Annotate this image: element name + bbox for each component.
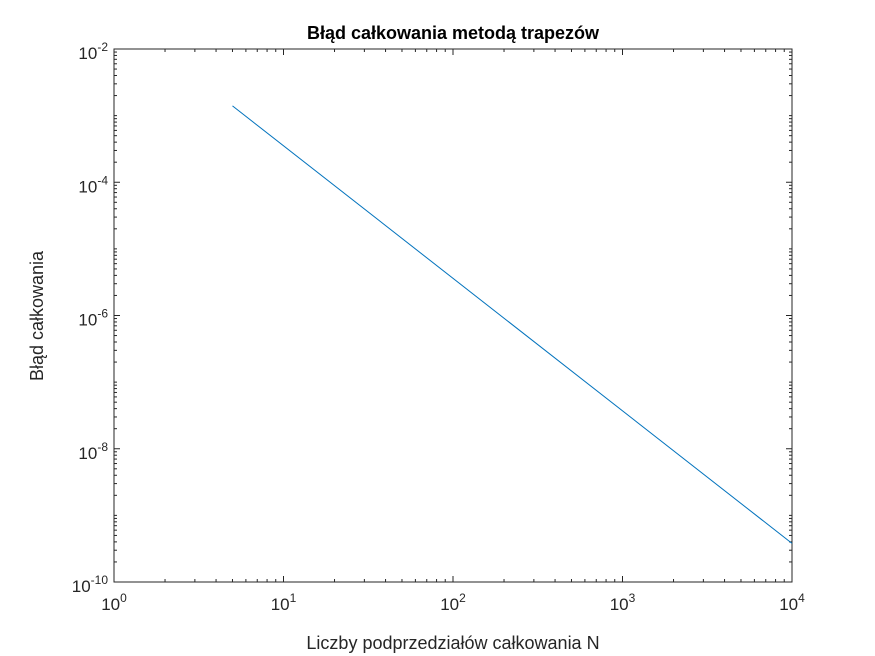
y-tick-base: 10: [78, 44, 97, 63]
x-tick-exponent: 2: [459, 591, 466, 605]
major-ticks: [113, 48, 793, 583]
y-axis-label: Błąd całkowania: [27, 250, 47, 381]
series-line: [232, 105, 793, 544]
series-layer: [232, 105, 793, 544]
plot-area: [114, 49, 792, 582]
x-tick-exponent: 4: [798, 591, 805, 605]
x-axis-label: Liczby podprzedziałów całkowania N: [306, 633, 599, 653]
y-tick-exponent: -6: [97, 307, 108, 321]
y-tick-exponent: -10: [91, 573, 109, 587]
x-tick-base: 10: [101, 595, 120, 614]
x-tick-label: 100: [101, 591, 127, 614]
y-tick-label: 10-6: [78, 307, 108, 330]
x-tick-base: 10: [779, 595, 798, 614]
y-tick-base: 10: [78, 444, 97, 463]
y-tick-base: 10: [72, 577, 91, 596]
x-tick-exponent: 1: [290, 591, 297, 605]
x-tick-label: 101: [271, 591, 297, 614]
chart-title: Błąd całkowania metodą trapezów: [307, 23, 600, 43]
x-tick-base: 10: [610, 595, 629, 614]
x-tick-base: 10: [440, 595, 459, 614]
plot-frame: [113, 48, 793, 583]
x-tick-label: 104: [779, 591, 805, 614]
y-tick-exponent: -8: [97, 440, 108, 454]
x-tick-exponent: 0: [120, 591, 127, 605]
x-tick-exponent: 3: [629, 591, 636, 605]
y-tick-exponent: -2: [97, 40, 108, 54]
y-tick-base: 10: [78, 177, 97, 196]
y-tick-label: 10-4: [78, 173, 108, 196]
x-tick-label: 103: [610, 591, 636, 614]
x-tick-label: 102: [440, 591, 466, 614]
y-tick-label: 10-10: [72, 573, 109, 596]
x-tick-base: 10: [271, 595, 290, 614]
y-tick-base: 10: [78, 311, 97, 330]
x-tick-labels: 100 101 102 103 104: [101, 591, 805, 614]
y-tick-exponent: -4: [97, 173, 108, 187]
y-tick-label: 10-2: [78, 40, 108, 63]
y-tick-label: 10-8: [78, 440, 108, 463]
